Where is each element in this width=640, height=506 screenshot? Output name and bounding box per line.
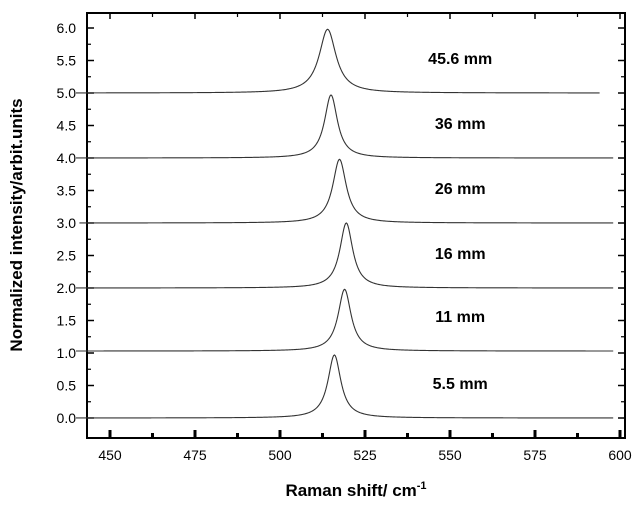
spectrum-line — [76, 94, 614, 159]
x-tick-label: 475 — [183, 447, 207, 463]
y-tick-label: 3.0 — [57, 215, 77, 231]
y-tick-label: 6.0 — [57, 20, 77, 36]
spectrum-line — [76, 288, 614, 352]
x-tick-label: 525 — [353, 447, 377, 463]
series-annotations: 5.5 mm 11 mm 16 mm 26 mm 36 mm 45.6 mm — [428, 51, 492, 393]
y-tick-label: 4.5 — [57, 118, 77, 134]
y-tick-label: 5.5 — [57, 53, 77, 69]
x-tick-label: 500 — [268, 447, 292, 463]
x-tick-label: 550 — [438, 447, 462, 463]
plot-frame — [86, 12, 626, 439]
series-label: 36 mm — [435, 116, 486, 133]
y-tick-label: 1.5 — [57, 313, 77, 329]
x-axis-ticks: 450 475 500 525 550 575 600 — [98, 13, 632, 463]
x-tick-label: 450 — [98, 447, 122, 463]
spectrum-line — [76, 222, 614, 289]
series-label: 45.6 mm — [428, 51, 492, 68]
series-label: 5.5 mm — [433, 376, 488, 393]
y-tick-label: 5.0 — [57, 85, 77, 101]
x-axis-title: Raman shift/ cm-1 — [285, 480, 426, 500]
x-axis-title-superscript: -1 — [417, 480, 427, 492]
y-tick-label: 2.5 — [57, 248, 77, 264]
series-label: 16 mm — [435, 246, 486, 263]
series-label: 26 mm — [435, 181, 486, 198]
y-tick-label: 1.0 — [57, 345, 77, 361]
spectrum-line — [76, 354, 614, 419]
x-tick-label: 600 — [608, 447, 632, 463]
y-tick-label: 2.0 — [57, 280, 77, 296]
x-tick-label: 575 — [523, 447, 547, 463]
spectra-series — [75, 28, 614, 419]
x-axis-title-text: Raman shift/ cm — [285, 481, 416, 500]
spectrum-line — [75, 28, 600, 94]
y-tick-label: 0.0 — [57, 410, 77, 426]
y-tick-label: 0.5 — [57, 378, 77, 394]
y-tick-label: 4.0 — [57, 150, 77, 166]
y-tick-label: 3.5 — [57, 183, 77, 199]
y-axis-title: Normalized intensity/arbit.units — [7, 98, 26, 351]
spectrum-line — [79, 158, 614, 224]
series-label: 11 mm — [435, 309, 485, 326]
